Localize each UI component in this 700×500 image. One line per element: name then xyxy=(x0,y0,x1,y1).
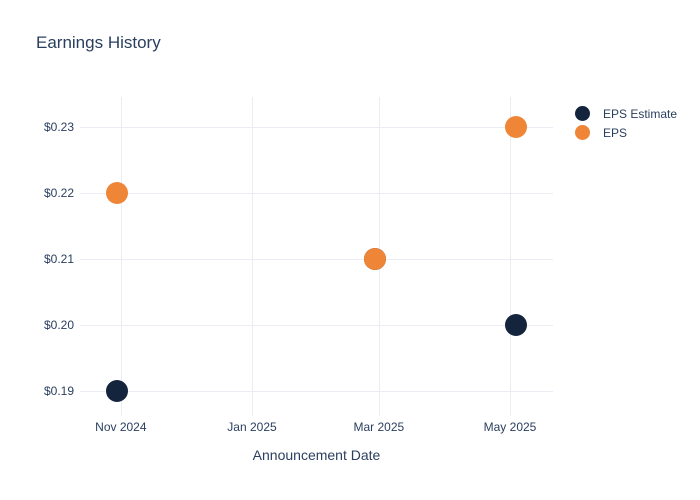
x-tick-mark xyxy=(378,411,380,416)
y-tick-label: $0.22 xyxy=(43,185,74,200)
legend-marker-icon xyxy=(575,106,590,121)
legend-label: EPS Estimate xyxy=(603,106,678,121)
gridline-y xyxy=(80,325,553,327)
x-tick-label: Mar 2025 xyxy=(353,420,405,434)
gridline-y xyxy=(80,192,553,194)
legend-marker-icon xyxy=(575,125,590,140)
data-point-eps-estimate[interactable] xyxy=(505,314,528,337)
x-tick-label: Nov 2024 xyxy=(95,420,147,434)
x-axis-title: Announcement Date xyxy=(252,447,381,463)
legend-item-eps[interactable]: EPS xyxy=(575,123,677,142)
data-point-eps[interactable] xyxy=(505,115,528,138)
data-point-eps-estimate[interactable] xyxy=(105,380,128,403)
gridline-x xyxy=(120,97,122,411)
y-tick-label: $0.23 xyxy=(43,119,74,134)
gridline-y xyxy=(80,126,553,128)
plot-area[interactable] xyxy=(80,97,553,411)
y-tick-label: $0.20 xyxy=(43,318,74,333)
data-point-eps[interactable] xyxy=(363,247,386,270)
gridline-x xyxy=(252,97,253,411)
legend-label: EPS xyxy=(603,125,628,140)
y-tick-label: $0.21 xyxy=(43,251,74,266)
x-tick-label: May 2025 xyxy=(483,420,537,434)
legend-item-eps-estimate[interactable]: EPS Estimate xyxy=(575,104,677,123)
chart-title: Earnings History xyxy=(36,33,161,52)
gridline-y xyxy=(80,391,553,393)
legend: EPS Estimate EPS xyxy=(575,104,677,142)
x-tick-mark xyxy=(252,411,253,416)
gridline-x xyxy=(510,97,511,411)
gridline-y xyxy=(80,258,553,260)
data-point-eps[interactable] xyxy=(105,181,128,204)
x-tick-mark xyxy=(120,411,122,416)
x-tick-mark xyxy=(510,411,511,416)
x-tick-label: Jan 2025 xyxy=(227,420,277,434)
y-tick-label: $0.19 xyxy=(43,384,74,399)
